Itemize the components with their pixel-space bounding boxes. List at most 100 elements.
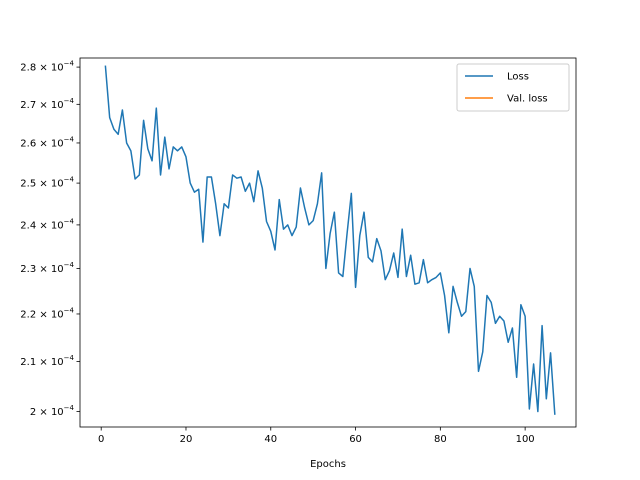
data-point (207, 176, 208, 177)
data-point (185, 156, 186, 157)
data-point (105, 66, 106, 67)
data-point (270, 231, 271, 232)
data-point (143, 120, 144, 121)
data-point (478, 371, 479, 372)
data-point (346, 233, 347, 234)
data-point (342, 276, 343, 277)
x-tick-label: 60 (349, 434, 362, 445)
data-point (194, 192, 195, 193)
y-tick-label: 2.2 × 10−4 (20, 306, 74, 320)
data-point (389, 270, 390, 271)
data-point (177, 150, 178, 151)
data-point (135, 178, 136, 179)
y-axis: 2 × 10−4 2.1 × 10−4 2.2 × 10−4 2.3 × 10−4 2.… (20, 60, 80, 418)
x-axis: 0 20 40 60 80 100 (98, 427, 535, 445)
data-point (215, 203, 216, 204)
data-point (160, 174, 161, 175)
data-point (279, 199, 280, 200)
data-point (469, 268, 470, 269)
data-point (376, 238, 377, 239)
data-point (444, 295, 445, 296)
data-point (359, 235, 360, 236)
data-point (537, 411, 538, 412)
data-point (440, 272, 441, 273)
data-point (482, 351, 483, 352)
data-point (448, 332, 449, 333)
x-axis-label: Epochs (310, 459, 346, 470)
data-point (465, 311, 466, 312)
data-point (427, 282, 428, 283)
data-point (300, 187, 301, 188)
data-point (491, 302, 492, 303)
data-point (520, 304, 521, 305)
data-point (228, 207, 229, 208)
data-point (283, 229, 284, 230)
data-point (368, 257, 369, 258)
x-tick-label: 0 (98, 434, 104, 445)
data-point (240, 176, 241, 177)
data-point (130, 150, 131, 151)
data-point (190, 183, 191, 184)
plot-area (79, 57, 577, 428)
data-point (380, 250, 381, 251)
data-point (139, 174, 140, 175)
data-point (147, 148, 148, 149)
data-point (516, 377, 517, 378)
x-tick-label: 40 (264, 434, 277, 445)
data-point (181, 146, 182, 147)
data-point (512, 327, 513, 328)
data-point (313, 220, 314, 221)
data-point (508, 342, 509, 343)
data-point (414, 284, 415, 285)
data-point (321, 172, 322, 173)
data-point (525, 316, 526, 317)
data-point (249, 183, 250, 184)
data-point (397, 277, 398, 278)
data-point (330, 233, 331, 234)
data-point (410, 255, 411, 256)
data-point (499, 316, 500, 317)
data-point (325, 268, 326, 269)
data-point (338, 272, 339, 273)
data-point (156, 108, 157, 109)
data-point (211, 176, 212, 177)
data-point (461, 316, 462, 317)
data-point (291, 235, 292, 236)
y-tick-label: 2.7 × 10−4 (20, 97, 74, 111)
data-point (436, 277, 437, 278)
data-point (202, 242, 203, 243)
data-point (503, 320, 504, 321)
data-point (541, 325, 542, 326)
data-point (266, 221, 267, 222)
data-point (236, 178, 237, 179)
data-point (308, 224, 309, 225)
data-point (554, 413, 555, 414)
y-tick-label: 2.1 × 10−4 (20, 354, 74, 368)
data-point (253, 201, 254, 202)
data-point (198, 189, 199, 190)
legend: Loss Val. loss (456, 63, 570, 112)
data-point (274, 249, 275, 250)
data-point (168, 168, 169, 169)
y-tick-label: 2.3 × 10−4 (20, 261, 74, 275)
data-point (173, 146, 174, 147)
data-point (419, 282, 420, 283)
data-point (452, 286, 453, 287)
data-point (164, 136, 165, 137)
x-tick-label: 20 (180, 434, 193, 445)
x-tick-label: 100 (516, 434, 535, 445)
data-point (113, 129, 114, 130)
data-point (529, 408, 530, 409)
data-point (402, 229, 403, 230)
data-point (109, 117, 110, 118)
data-point (363, 212, 364, 213)
x-tick-label: 80 (434, 434, 447, 445)
data-point (262, 187, 263, 188)
series-line-0 (104, 65, 556, 415)
data-point (423, 259, 424, 260)
y-tick-label: 2.8 × 10−4 (20, 60, 74, 74)
data-point (533, 363, 534, 364)
y-tick-label: 2.5 × 10−4 (20, 176, 74, 190)
data-point (232, 174, 233, 175)
legend-label-loss: Loss (507, 72, 529, 83)
